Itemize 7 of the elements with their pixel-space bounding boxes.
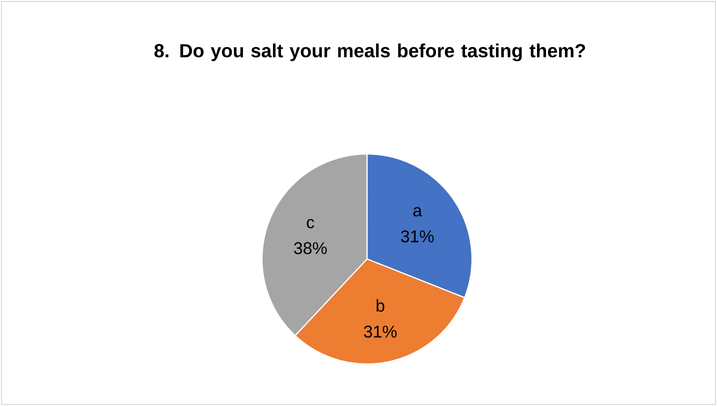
slice-label: b xyxy=(376,299,384,312)
data-label: 31% xyxy=(364,326,397,338)
data-label: 38% xyxy=(294,242,327,254)
chart-title: 8. Do you salt your meals before tasting them? xyxy=(154,44,586,62)
slice-label: a xyxy=(413,207,422,216)
slice-label: c xyxy=(306,218,314,228)
data-label: 31% xyxy=(401,230,434,242)
